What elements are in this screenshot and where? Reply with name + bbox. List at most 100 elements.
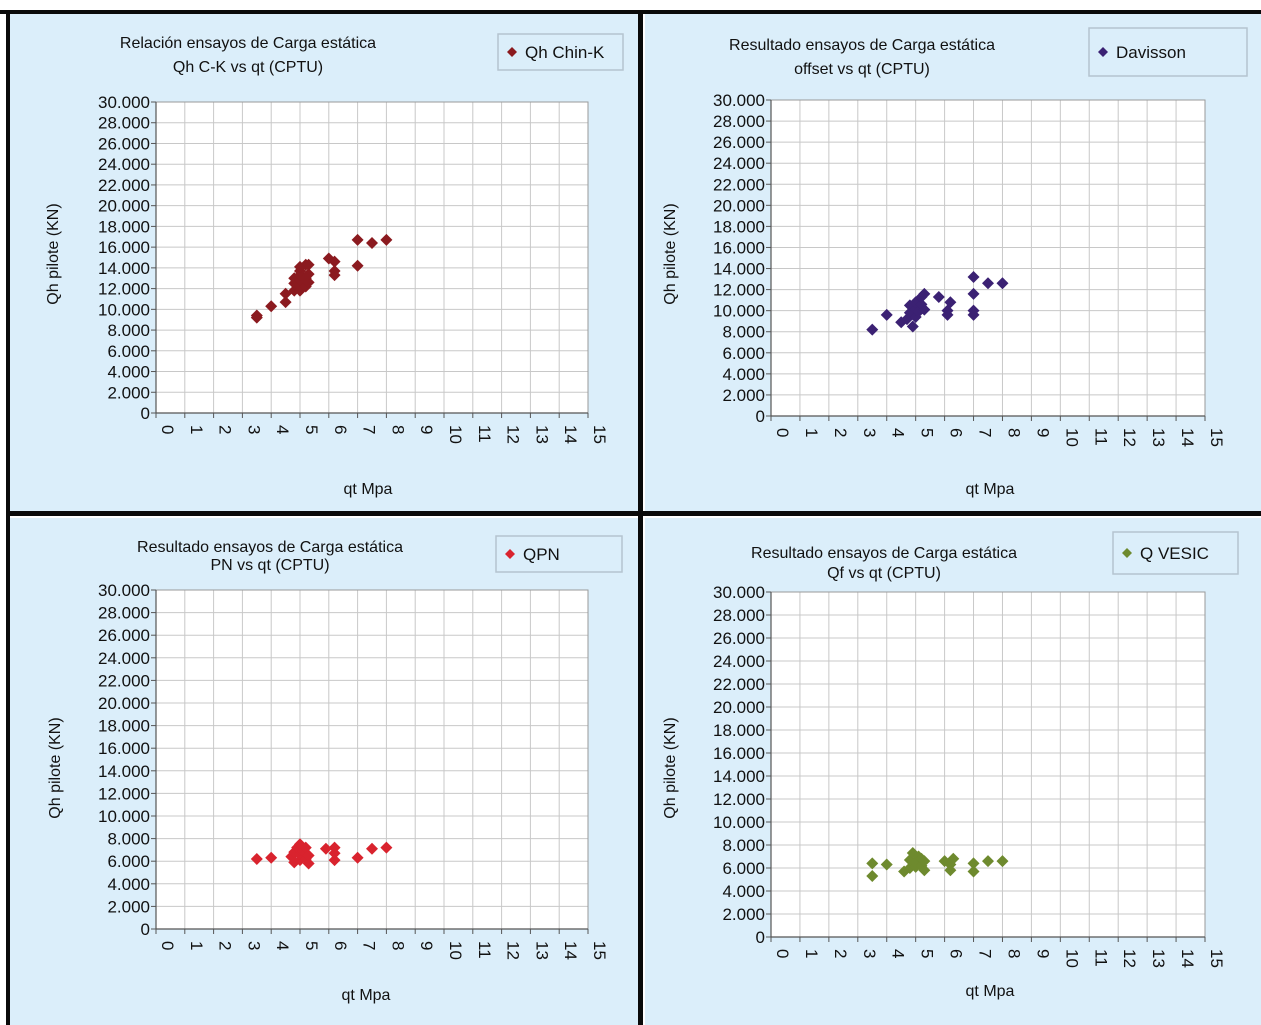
y-tick-label: 26.000 bbox=[713, 629, 765, 648]
chart-panel-qpn: 0 2.000 4.000 6.000 8.000 10.000 12.000 14.000 1… bbox=[10, 518, 638, 1025]
x-tick-label: 14 bbox=[1178, 949, 1197, 968]
y-tick-label: 0 bbox=[756, 928, 765, 947]
legend-label: QPN bbox=[523, 545, 560, 564]
data-point bbox=[302, 258, 315, 271]
x-tick-label: 0 bbox=[158, 941, 177, 950]
x-tick-label: 12 bbox=[504, 941, 523, 960]
data-point bbox=[380, 841, 393, 854]
y-tick-label: 18.000 bbox=[98, 717, 150, 736]
x-tick-label: 1 bbox=[802, 949, 821, 958]
y-tick-label: 16.000 bbox=[713, 238, 765, 257]
y-axis-label: Qh pilote (KN) bbox=[45, 203, 62, 304]
x-tick-label: 6 bbox=[331, 941, 350, 950]
data-point bbox=[982, 855, 994, 868]
x-axis-label: qt Mpa bbox=[966, 481, 1015, 498]
x-tick-label: 14 bbox=[561, 941, 580, 960]
x-tick-label: 14 bbox=[561, 425, 580, 444]
x-tick-label: 1 bbox=[802, 428, 821, 437]
x-tick-label: 8 bbox=[388, 941, 407, 950]
y-tick-label: 18.000 bbox=[713, 721, 765, 740]
y-tick-label: 6.000 bbox=[107, 852, 150, 871]
x-tick-label: 7 bbox=[360, 425, 379, 434]
y-tick-label: 0 bbox=[756, 407, 765, 426]
x-tick-label: 0 bbox=[773, 949, 792, 958]
data-point bbox=[366, 842, 378, 855]
legend-marker bbox=[1098, 47, 1108, 57]
x-tick-label: 12 bbox=[504, 425, 523, 444]
data-point bbox=[915, 859, 928, 872]
data-point bbox=[302, 857, 315, 870]
data-point bbox=[918, 864, 931, 877]
y-tick-label: 0 bbox=[141, 920, 150, 939]
data-point bbox=[880, 858, 893, 871]
x-tick-label: 0 bbox=[773, 428, 792, 437]
y-tick-label: 4.000 bbox=[107, 875, 150, 894]
x-tick-label: 7 bbox=[360, 941, 379, 950]
y-tick-label: 30.000 bbox=[713, 91, 765, 110]
top-border bbox=[0, 10, 1261, 14]
x-tick-label: 5 bbox=[302, 941, 321, 950]
x-tick-label: 15 bbox=[1207, 428, 1226, 447]
data-point bbox=[982, 277, 994, 290]
y-tick-label: 22.000 bbox=[98, 671, 150, 690]
x-tick-label: 13 bbox=[532, 425, 551, 444]
y-tick-label: 10.000 bbox=[98, 300, 150, 319]
x-tick-label: 3 bbox=[860, 428, 879, 437]
x-tick-label: 13 bbox=[532, 941, 551, 960]
x-tick-label: 8 bbox=[1004, 428, 1023, 437]
x-tick-label: 10 bbox=[446, 425, 465, 444]
x-axis-label: qt Mpa bbox=[344, 481, 393, 498]
chart-title-line: Resultado ensayos de Carga estática bbox=[751, 545, 1017, 562]
y-tick-label: 8.000 bbox=[107, 830, 150, 849]
left-border bbox=[6, 10, 10, 1025]
data-point bbox=[250, 309, 263, 322]
x-tick-label: 11 bbox=[1091, 949, 1110, 967]
x-tick-label: 6 bbox=[947, 949, 966, 958]
data-point bbox=[915, 298, 928, 311]
x-tick-label: 11 bbox=[1091, 428, 1110, 446]
chart-panel-vesic: 0 2.000 4.000 6.000 8.000 10.000 12.000 14.000 1… bbox=[645, 518, 1261, 1025]
data-point bbox=[918, 855, 931, 868]
y-tick-label: 16.000 bbox=[713, 744, 765, 763]
x-tick-label: 14 bbox=[1178, 428, 1197, 447]
y-tick-label: 18.000 bbox=[98, 217, 150, 236]
legend-label: Q VESIC bbox=[1140, 544, 1209, 563]
data-point bbox=[265, 300, 278, 313]
data-point bbox=[944, 296, 957, 309]
y-axis-label: Qh pilote (KN) bbox=[47, 717, 64, 818]
chart-title-line: Resultado ensayos de Carga estática bbox=[137, 539, 403, 556]
x-tick-label: 5 bbox=[302, 425, 321, 434]
y-tick-label: 24.000 bbox=[98, 155, 150, 174]
legend-box bbox=[1088, 27, 1248, 77]
x-tick-label: 13 bbox=[1149, 428, 1168, 447]
y-tick-label: 30.000 bbox=[713, 583, 765, 602]
y-tick-label: 0 bbox=[141, 404, 150, 423]
y-tick-label: 26.000 bbox=[98, 134, 150, 153]
x-tick-label: 15 bbox=[590, 941, 609, 960]
y-tick-label: 26.000 bbox=[98, 626, 150, 645]
plot-area bbox=[771, 100, 1205, 416]
y-tick-label: 2.000 bbox=[107, 897, 150, 916]
data-point bbox=[328, 854, 341, 867]
y-tick-label: 28.000 bbox=[98, 114, 150, 133]
data-point bbox=[880, 308, 893, 321]
chart-svg: 02.0004.0006.0008.00010.00012.00014.0001… bbox=[45, 33, 624, 498]
x-tick-label: 4 bbox=[889, 428, 908, 437]
y-tick-label: 8.000 bbox=[107, 321, 150, 340]
y-tick-label: 14.000 bbox=[713, 767, 765, 786]
data-point bbox=[906, 320, 919, 333]
chart-svg: 02.0004.0006.0008.00010.00012.00014.0001… bbox=[47, 535, 623, 1004]
y-tick-label: 12.000 bbox=[98, 784, 150, 803]
y-tick-label: 24.000 bbox=[713, 652, 765, 671]
y-tick-label: 4.000 bbox=[722, 882, 765, 901]
x-tick-label: 9 bbox=[417, 425, 436, 434]
y-tick-label: 10.000 bbox=[713, 813, 765, 832]
y-axis-label: Qh pilote (KN) bbox=[662, 717, 679, 818]
plot-area bbox=[156, 590, 588, 929]
x-tick-label: 6 bbox=[331, 425, 350, 434]
y-tick-label: 28.000 bbox=[713, 606, 765, 625]
data-point bbox=[328, 264, 341, 277]
data-point bbox=[967, 304, 980, 317]
y-tick-label: 6.000 bbox=[722, 344, 765, 363]
x-tick-label: 7 bbox=[976, 949, 995, 958]
